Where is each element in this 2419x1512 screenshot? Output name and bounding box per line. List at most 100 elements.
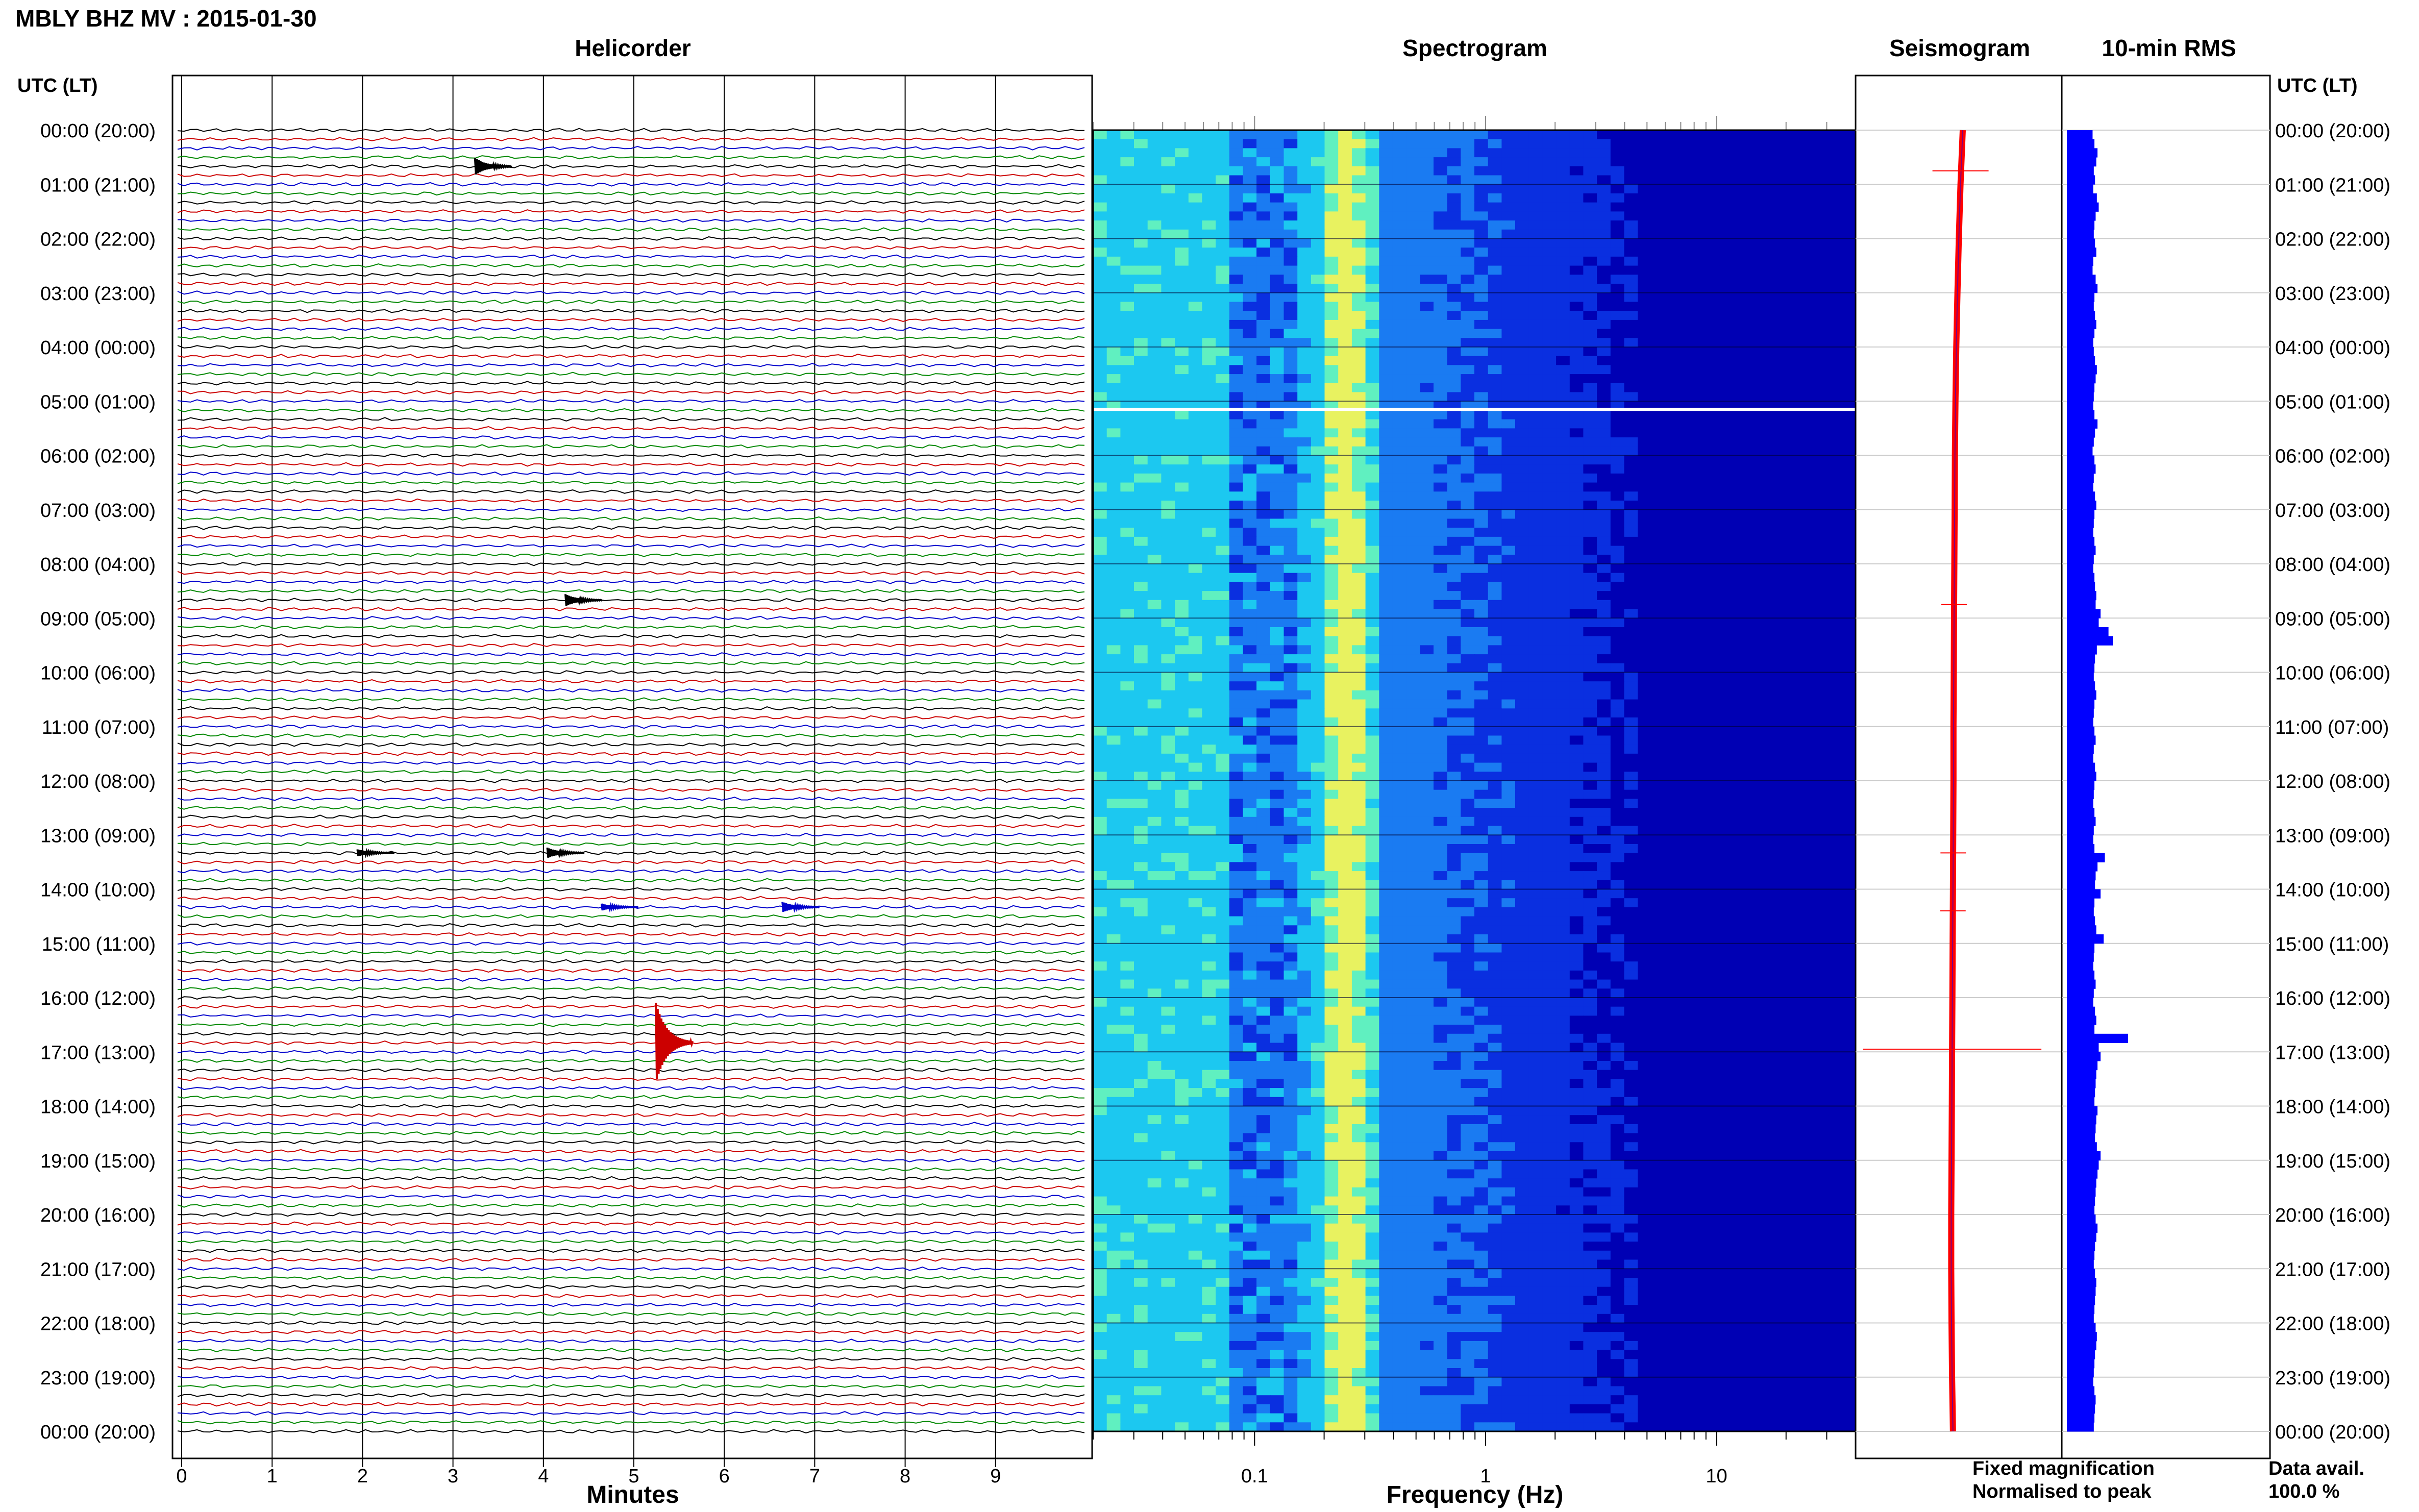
spectrogram-cell <box>1828 157 1842 167</box>
spectrogram-cell <box>1311 636 1325 646</box>
spectrogram-cell <box>1828 464 1842 474</box>
spectrogram-cell <box>1651 437 1666 447</box>
spectrogram-cell <box>1501 166 1516 176</box>
spectrogram-cell <box>1324 184 1339 194</box>
spectrogram-cell <box>1134 338 1148 348</box>
helicorder-trace <box>177 390 1085 394</box>
spectrogram-cell <box>1175 745 1189 754</box>
spectrogram-cell <box>1665 753 1679 763</box>
spectrogram-cell <box>1760 319 1774 330</box>
spectrogram-cell <box>1365 130 1379 140</box>
spectrogram-cell <box>1324 238 1339 248</box>
spectrogram-cell <box>1815 193 1829 203</box>
spectrogram-cell <box>1351 229 1366 239</box>
spectrogram-cell <box>1569 383 1584 393</box>
spectrogram-cell <box>1406 600 1420 610</box>
spectrogram-cell <box>1638 392 1652 402</box>
spectrogram-cell <box>1447 464 1461 474</box>
spectrogram-cell <box>1420 600 1434 610</box>
spectrogram-cell <box>1392 591 1407 601</box>
spectrogram-cell <box>1147 428 1162 438</box>
spectrogram-cell <box>1229 202 1244 212</box>
spectrogram-cell <box>1773 329 1788 338</box>
spectrogram-cell <box>1297 600 1312 610</box>
spectrogram-cell <box>1420 618 1434 628</box>
spectrogram-cell <box>1706 392 1720 402</box>
spectrogram-cell <box>1216 220 1230 230</box>
spectrogram-cell <box>1542 148 1557 158</box>
spectrogram-cell <box>1134 319 1148 330</box>
spectrogram-cell <box>1828 130 1842 140</box>
spectrogram-cell <box>1229 211 1244 221</box>
spectrogram-cell <box>1216 211 1230 221</box>
spectrogram-cell <box>1324 816 1339 827</box>
spectrogram-cell <box>1692 735 1707 745</box>
spectrogram-cell <box>1093 762 1107 772</box>
spectrogram-cell <box>1610 808 1625 817</box>
spectrogram-cell <box>1324 672 1339 682</box>
spectrogram-cell <box>1420 808 1434 817</box>
spectrogram-cell <box>1270 555 1285 564</box>
spectrogram-cell <box>1229 826 1244 835</box>
spectrogram-cell <box>1283 889 1298 899</box>
spectrogram-cell <box>1106 455 1121 465</box>
spectrogram-cell <box>1188 265 1203 275</box>
spectrogram-cell <box>1134 238 1148 248</box>
spectrogram-cell <box>1202 229 1216 239</box>
spectrogram-cell <box>1569 708 1584 718</box>
spectrogram-cell <box>1556 835 1570 845</box>
spectrogram-cell <box>1270 148 1285 158</box>
spectrogram-cell <box>1283 708 1298 718</box>
spectrogram-cell <box>1461 229 1475 239</box>
spectrogram-cell <box>1692 889 1707 899</box>
spectrogram-cell <box>1624 889 1638 899</box>
spectrogram-cell <box>1406 302 1420 311</box>
spectrogram-cell <box>1338 609 1352 618</box>
spectrogram-cell <box>1692 319 1707 330</box>
spectrogram-cell <box>1202 329 1216 338</box>
spectrogram-cell <box>1283 356 1298 365</box>
spectrogram-cell <box>1501 501 1516 510</box>
spectrogram-cell <box>1706 130 1720 140</box>
spectrogram-cell <box>1842 275 1856 284</box>
spectrogram-cell <box>1229 491 1244 501</box>
spectrogram-cell <box>1746 265 1761 275</box>
spectrogram-cell <box>1392 247 1407 257</box>
helicorder-trace <box>177 471 1085 476</box>
spectrogram-cell <box>1147 392 1162 402</box>
spectrogram-cell <box>1556 862 1570 872</box>
spectrogram-cell <box>1188 482 1203 492</box>
spectrogram-cell <box>1624 816 1638 827</box>
spectrogram-cell <box>1733 148 1747 158</box>
spectrogram-cell <box>1773 672 1788 682</box>
spectrogram-cell <box>1665 464 1679 474</box>
spectrogram-cell <box>1651 799 1666 808</box>
spectrogram-cell <box>1638 229 1652 239</box>
spectrogram-cell <box>1256 789 1271 799</box>
spectrogram-cell <box>1665 889 1679 899</box>
spectrogram-cell <box>1787 880 1801 890</box>
right-time-header: UTC (LT) <box>2277 75 2358 96</box>
spectrogram-cell <box>1501 880 1516 890</box>
spectrogram-cell <box>1542 636 1557 646</box>
spectrogram-cell <box>1569 564 1584 574</box>
spectrogram-cell <box>1583 446 1597 456</box>
spectrogram-cell <box>1815 528 1829 537</box>
spectrogram-cell <box>1733 193 1747 203</box>
spectrogram-cell <box>1256 636 1271 646</box>
spectrogram-cell <box>1828 374 1842 384</box>
spectrogram-cell <box>1256 799 1271 808</box>
spectrogram-cell <box>1746 726 1761 736</box>
spectrogram-cell <box>1256 446 1271 456</box>
spectrogram-cell <box>1638 292 1652 303</box>
spectrogram-cell <box>1760 157 1774 167</box>
spectrogram-cell <box>1773 735 1788 745</box>
spectrogram-cell <box>1679 546 1693 555</box>
spectrogram-cell <box>1392 238 1407 248</box>
spectrogram-cell <box>1815 627 1829 637</box>
spectrogram-cell <box>1202 573 1216 582</box>
spectrogram-cell <box>1188 528 1203 537</box>
spectrogram-cell <box>1583 374 1597 384</box>
spectrogram-cell <box>1706 726 1720 736</box>
